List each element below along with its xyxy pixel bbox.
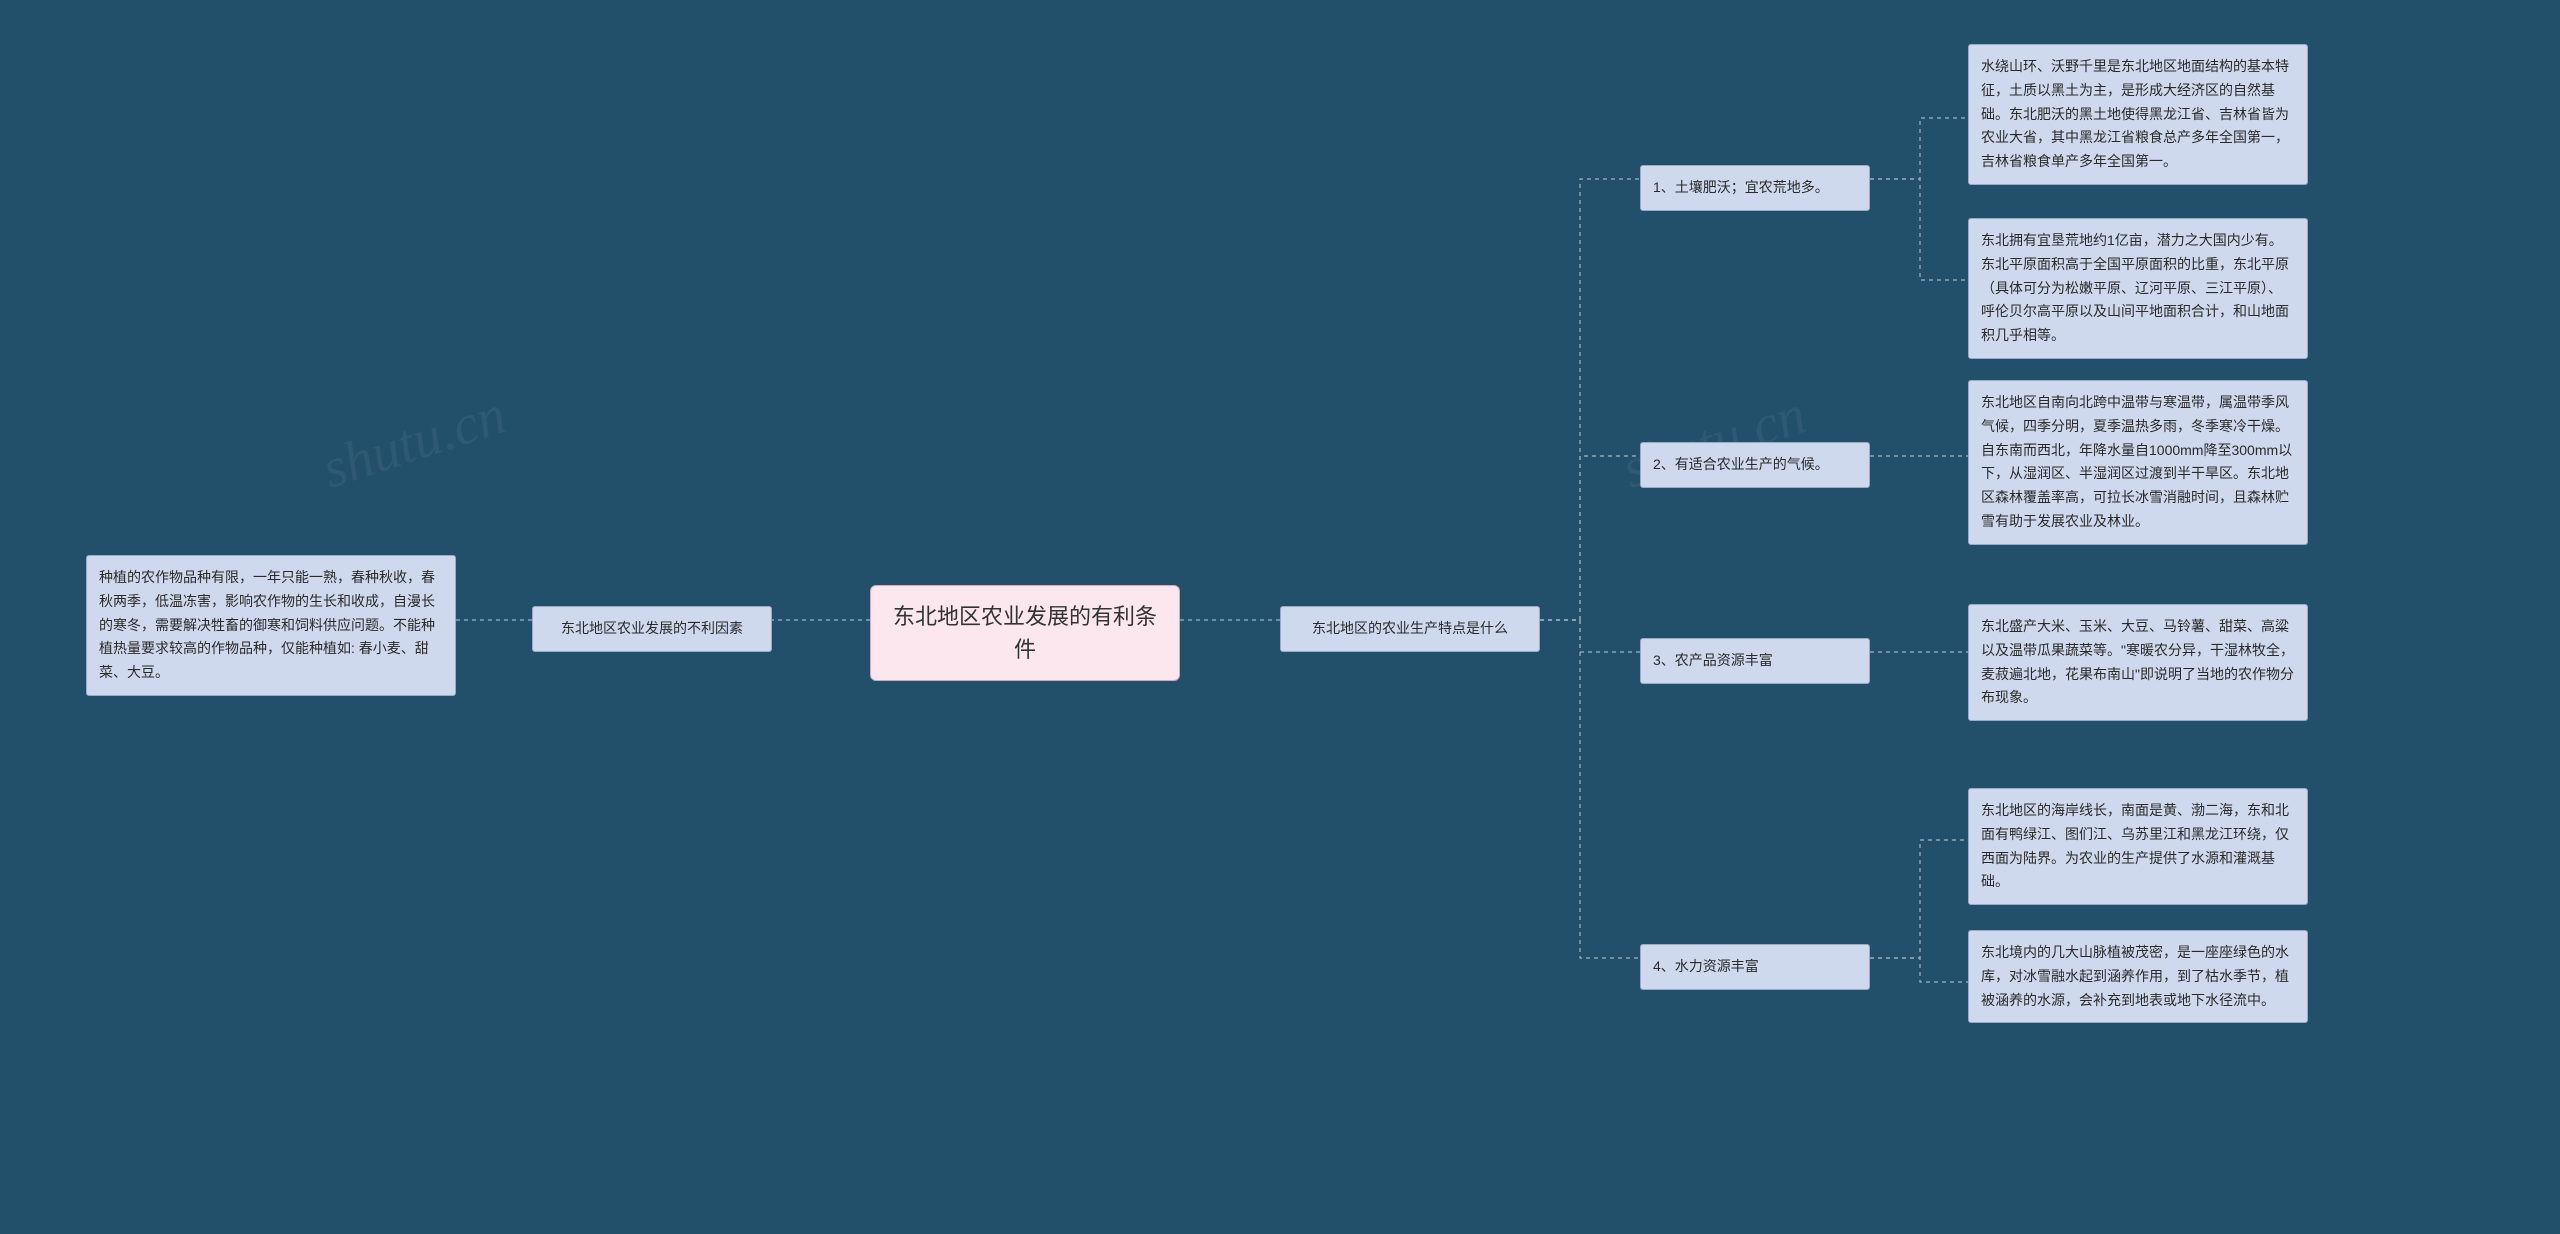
left-leaf: 种植的农作物品种有限，一年只能一熟，春种秋收，春秋两季，低温冻害，影响农作物的生… xyxy=(86,555,456,696)
center-node: 东北地区农业发展的有利条件 xyxy=(870,585,1180,681)
sub-3: 3、农产品资源丰富 xyxy=(1640,638,1870,684)
left-branch: 东北地区农业发展的不利因素 xyxy=(532,606,772,652)
sub-1: 1、土壤肥沃；宜农荒地多。 xyxy=(1640,165,1870,211)
sub-4-leaf-1: 东北地区的海岸线长，南面是黄、渤二海，东和北面有鸭绿江、图们江、乌苏里江和黑龙江… xyxy=(1968,788,2308,905)
sub-2: 2、有适合农业生产的气候。 xyxy=(1640,442,1870,488)
sub-2-leaf-1: 东北地区自南向北跨中温带与寒温带，属温带季风气候，四季分明，夏季温热多雨，冬季寒… xyxy=(1968,380,2308,545)
right-branch: 东北地区的农业生产特点是什么 xyxy=(1280,606,1540,652)
sub-1-leaf-2: 东北拥有宜垦荒地约1亿亩，潜力之大国内少有。东北平原面积高于全国平原面积的比重，… xyxy=(1968,218,2308,359)
sub-1-leaf-1: 水绕山环、沃野千里是东北地区地面结构的基本特征，土质以黑土为主，是形成大经济区的… xyxy=(1968,44,2308,185)
sub-4-leaf-2: 东北境内的几大山脉植被茂密，是一座座绿色的水库，对冰雪融水起到涵养作用，到了枯水… xyxy=(1968,930,2308,1023)
sub-3-leaf-1: 东北盛产大米、玉米、大豆、马铃薯、甜菜、高粱以及温带瓜果蔬菜等。"寒暖农分异，干… xyxy=(1968,604,2308,721)
watermark: shutu.cn xyxy=(315,382,514,501)
sub-4: 4、水力资源丰富 xyxy=(1640,944,1870,990)
